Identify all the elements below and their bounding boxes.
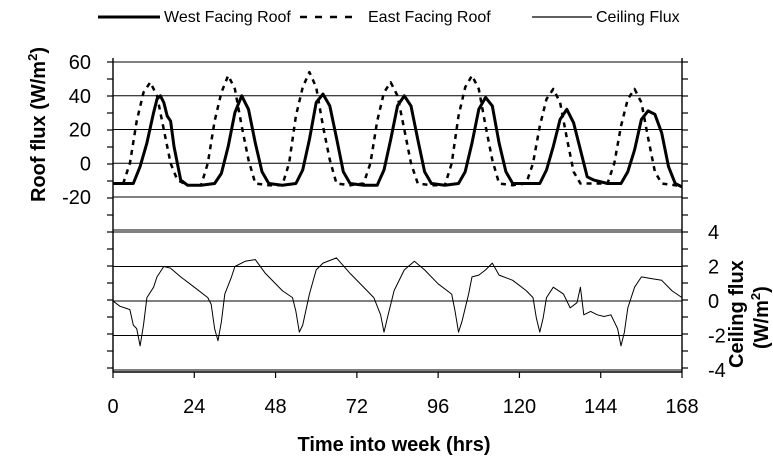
- x-axis-title: Time into week (hrs): [297, 434, 490, 456]
- top-y-tick-label: 0: [80, 153, 91, 175]
- bottom-y-title-sup: 2: [748, 293, 763, 300]
- bottom-y-tick-label: -4: [708, 360, 726, 382]
- bottom-y-tick-label: 0: [708, 291, 719, 313]
- bottom-y-axis-title-line1: Ceiling flux: [726, 260, 748, 368]
- top-y-title-sup: 2: [25, 54, 40, 61]
- legend-label-west: West Facing Roof: [164, 9, 291, 26]
- ceiling-flux-line: [112, 257, 683, 347]
- legend-label-ceiling: Ceiling Flux: [596, 9, 680, 26]
- series-layer: [112, 70, 683, 347]
- bottom-y-tick-label: 4: [708, 222, 719, 244]
- top-y-title-close: ): [28, 47, 50, 54]
- east-roof-line: [113, 70, 683, 189]
- x-tick-label: 96: [427, 396, 449, 418]
- top-y-tick-label: 40: [69, 86, 91, 108]
- x-tick-label: 24: [183, 396, 205, 418]
- x-tick-label: 0: [107, 396, 118, 418]
- top-y-title-main: Roof flux (W/m: [28, 61, 50, 202]
- bottom-y-tick-label: 2: [708, 257, 719, 279]
- top-y-tick-label: 60: [69, 52, 91, 74]
- x-tick-label: 144: [584, 396, 617, 418]
- bottom-y-title-close: ): [751, 286, 773, 293]
- x-tick-label: 168: [665, 396, 698, 418]
- grid-layer: [113, 61, 682, 371]
- bottom-y-title-main: (W/m: [751, 300, 773, 349]
- top-y-tick-label: -20: [62, 187, 91, 209]
- top-y-axis-title: Roof flux (W/m2): [25, 47, 50, 202]
- legend-label-east: East Facing Roof: [368, 9, 491, 26]
- bottom-y-tick-label: -2: [708, 326, 726, 348]
- x-tick-label: 120: [503, 396, 536, 418]
- bottom-y-axis-title-line2: (W/m2): [748, 286, 773, 349]
- west-roof-line: [113, 92, 683, 189]
- legend: West Facing Roof East Facing Roof Ceilin…: [98, 9, 680, 26]
- x-tick-label: 48: [264, 396, 286, 418]
- x-tick-label: 72: [346, 396, 368, 418]
- top-y-tick-label: 20: [69, 120, 91, 142]
